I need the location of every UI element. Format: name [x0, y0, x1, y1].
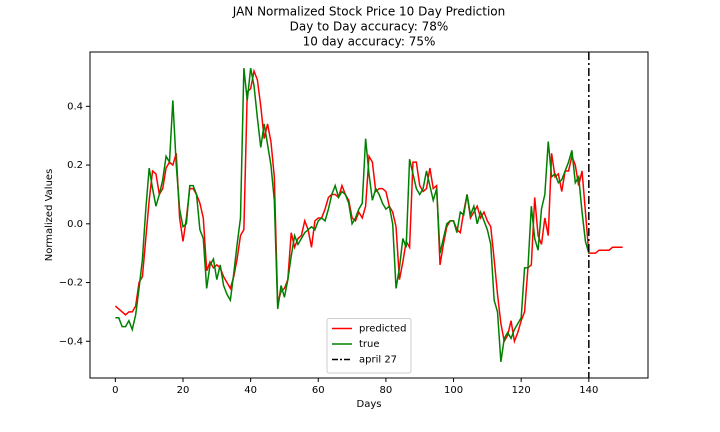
x-tick-label: 0: [112, 385, 118, 396]
y-tick-label: −0.2: [59, 278, 83, 289]
x-tick-label: 60: [312, 385, 325, 396]
series-line: [115, 68, 590, 362]
y-tick-label: 0.0: [67, 219, 83, 230]
x-tick-label: 40: [244, 385, 257, 396]
series-line: [114, 68, 623, 345]
x-tick-label: 140: [579, 385, 598, 396]
x-tick-label: 80: [380, 385, 393, 396]
y-tick-label: 0.2: [67, 160, 83, 171]
y-axis-label: Normalized Values: [44, 169, 55, 262]
legend-label: predicted: [359, 324, 406, 335]
legend-label: true: [359, 339, 380, 350]
chart-subtitle: 10 day accuracy: 75%: [303, 35, 436, 49]
x-tick-label: 100: [444, 385, 463, 396]
chart-subtitle: Day to Day accuracy: 78%: [290, 20, 449, 34]
x-tick-label: 120: [512, 385, 531, 396]
y-tick-label: 0.4: [67, 101, 83, 112]
plot-frame: [89, 51, 649, 379]
chart-title: JAN Normalized Stock Price 10 Day Predic…: [232, 5, 506, 19]
legend-label: april 27: [359, 355, 397, 366]
x-tick-label: 20: [177, 385, 190, 396]
y-tick-label: −0.4: [59, 336, 83, 347]
x-axis-label: Days: [357, 399, 382, 410]
